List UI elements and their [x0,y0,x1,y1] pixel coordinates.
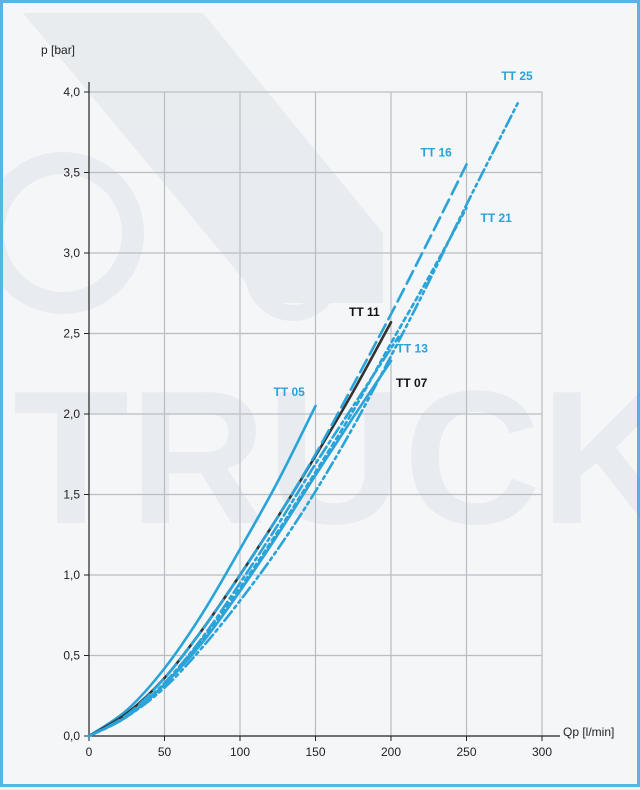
x-tick-label: 200 [381,745,401,759]
series [87,98,521,738]
x-tick-label: 50 [158,745,172,759]
y-tick-label: 3,5 [63,166,80,180]
series-label-tt-13: TT 13 [397,342,429,356]
y-tick-label: 0,0 [63,729,80,743]
labels: p [bar] Qp [l/min] 0 50 100 150 200 250 300 0,0… [41,43,614,759]
series-line-tt-16 [87,163,468,738]
y-tick-label: 3,0 [63,246,80,260]
series-label-tt-21: TT 21 [481,211,513,225]
pressure-flow-chart: TRUCK p [bar] Qp [l/min] 0 50 100 150 200 250… [3,13,640,759]
x-axis-label: Qp [l/min] [563,725,614,739]
y-tick-label: 2,5 [63,327,80,341]
y-tick-label: 4,0 [63,85,80,99]
x-tick-label: 100 [230,745,250,759]
watermark: TRUCK [3,13,640,564]
x-tick-label: 300 [532,745,552,759]
series-label-tt-16: TT 16 [421,145,453,159]
series-label-tt-05: TT 05 [274,385,306,399]
series-line-tt-21 [87,206,468,738]
series-line-tt-05 [87,404,317,738]
y-tick-label: 2,0 [63,407,80,421]
series-label-tt-11: TT 11 [349,305,380,319]
series-label-tt-25: TT 25 [501,69,533,83]
grid [89,91,543,736]
series-line-tt-13 [87,335,400,738]
y-tick-label: 1,0 [63,568,80,582]
y-axis-label: p [bar] [41,43,75,57]
y-tick-label: 1,5 [63,488,80,502]
series-label-tt-07: TT 07 [396,376,428,390]
x-tick-label: 0 [86,745,93,759]
axes [84,82,560,741]
x-tick-label: 150 [305,745,325,759]
series-line-tt-25 [87,98,521,738]
x-tick-label: 250 [456,745,476,759]
y-tick-label: 0,5 [63,649,80,663]
